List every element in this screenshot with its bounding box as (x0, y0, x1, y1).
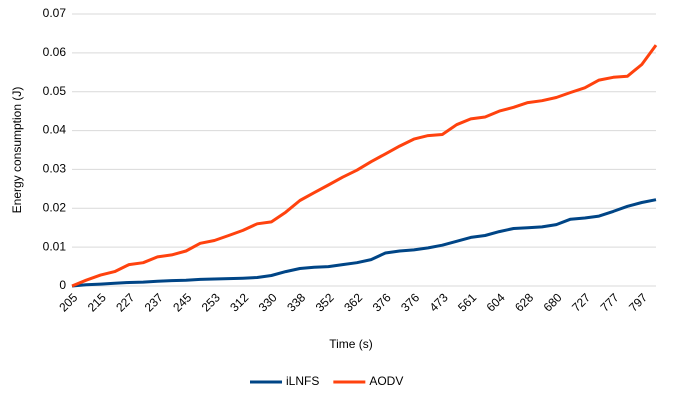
y-tick-label: 0.04 (43, 123, 67, 137)
x-tick-label: 362 (341, 290, 365, 314)
data-line (71, 198, 657, 288)
x-tick-label: 628 (512, 290, 536, 314)
x-tick-label: 312 (227, 290, 251, 314)
x-tick-label: 237 (142, 290, 166, 314)
y-tick-label: 0.03 (43, 162, 67, 176)
x-tick-label: 604 (484, 290, 508, 314)
x-tick-label: 330 (256, 290, 280, 314)
legend-label: AODV (369, 374, 403, 388)
x-tick-label: 727 (569, 290, 593, 314)
x-tick-label: 473 (427, 290, 451, 314)
y-tick-label: 0.02 (43, 200, 67, 214)
y-tick-label: 0.05 (43, 84, 67, 98)
x-tick-label: 777 (598, 290, 622, 314)
x-tick-label: 227 (113, 290, 137, 314)
y-tick-label: 0.07 (43, 6, 67, 20)
x-tick-label: 561 (455, 290, 479, 314)
x-tick-label: 352 (313, 290, 337, 314)
data-line (71, 44, 658, 288)
legend-label: iLNFS (286, 374, 319, 388)
x-tick-label: 680 (541, 290, 565, 314)
x-tick-label: 245 (170, 290, 194, 314)
x-axis-title: Time (s) (329, 337, 373, 351)
x-tick-label: 338 (284, 290, 308, 314)
x-tick-label: 797 (626, 290, 650, 314)
x-tick-label: 215 (85, 290, 109, 314)
y-axis-title: Energy consumption (J) (10, 87, 24, 214)
y-tick-label: 0.01 (43, 239, 67, 253)
y-tick-label: 0.06 (43, 45, 67, 59)
x-tick-label: 376 (370, 290, 394, 314)
x-tick-label: 205 (56, 290, 80, 314)
x-tick-label: 253 (199, 290, 223, 314)
x-tick-label: 376 (398, 290, 422, 314)
y-tick-label: 0 (59, 278, 66, 292)
